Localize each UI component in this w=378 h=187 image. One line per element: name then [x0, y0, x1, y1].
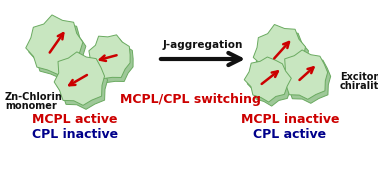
Text: MCPL active: MCPL active — [32, 113, 118, 125]
Polygon shape — [253, 24, 305, 79]
Text: MCPL/CPL switching: MCPL/CPL switching — [119, 93, 260, 105]
Polygon shape — [256, 28, 308, 83]
Polygon shape — [89, 35, 130, 79]
Polygon shape — [244, 57, 291, 102]
Text: J-aggregation: J-aggregation — [163, 40, 243, 50]
Text: CPL active: CPL active — [253, 128, 327, 140]
Text: monomer: monomer — [5, 101, 57, 111]
Text: MCPL inactive: MCPL inactive — [241, 113, 339, 125]
Text: CPL inactive: CPL inactive — [32, 128, 118, 140]
Polygon shape — [92, 39, 133, 82]
Polygon shape — [247, 61, 294, 106]
Polygon shape — [281, 50, 328, 99]
Text: Exciton: Exciton — [340, 72, 378, 82]
Polygon shape — [29, 19, 86, 79]
Text: chirality: chirality — [340, 81, 378, 91]
Polygon shape — [54, 52, 105, 105]
Polygon shape — [284, 54, 331, 103]
Text: Zn-Chlorin: Zn-Chlorin — [5, 92, 63, 102]
Polygon shape — [57, 56, 107, 109]
Polygon shape — [26, 15, 83, 75]
